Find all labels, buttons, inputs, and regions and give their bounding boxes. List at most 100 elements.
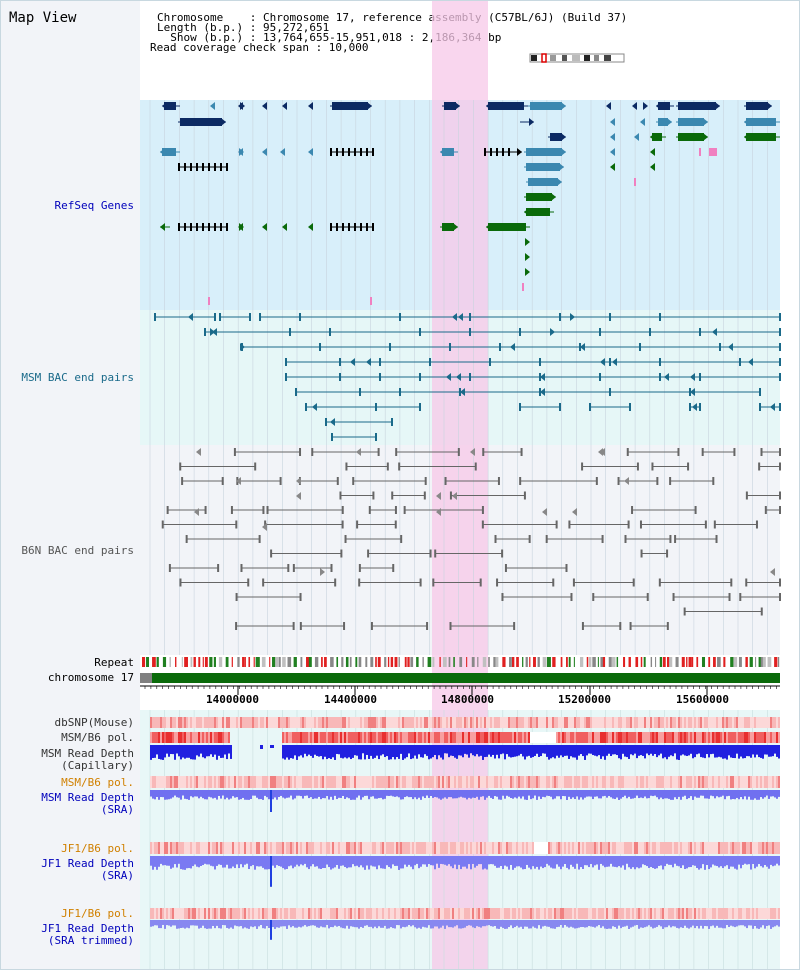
- read-depth-bar: [632, 790, 634, 799]
- read-depth-bar: [518, 920, 520, 928]
- polymorphism-cell: [694, 776, 696, 788]
- label-b6n-bac[interactable]: B6N BAC end pairs: [21, 544, 134, 557]
- polymorphism-cell: [724, 842, 726, 854]
- polymorphism-cell: [528, 732, 530, 743]
- polymorphism-cell: [172, 717, 174, 728]
- polymorphism-cell: [164, 732, 166, 743]
- read-depth-bar: [768, 745, 770, 757]
- polymorphism-cell: [336, 776, 338, 788]
- read-depth-bar: [698, 745, 700, 754]
- polymorphism-cell: [692, 842, 694, 854]
- read-depth-bar: [228, 745, 230, 754]
- read-depth-bar: [764, 745, 766, 755]
- read-depth-bar: [760, 856, 762, 867]
- read-depth-bar: [488, 920, 490, 926]
- polymorphism-cell: [152, 717, 154, 728]
- chromosome-ideogram[interactable]: [528, 52, 628, 64]
- polymorphism-cell: [650, 908, 652, 919]
- read-depth-bar: [542, 745, 544, 754]
- read-depth-bar: [500, 920, 502, 927]
- read-depth-bar: [636, 790, 638, 796]
- bac-end: [295, 388, 297, 396]
- refseq-gene-arrow: [440, 148, 445, 156]
- polymorphism-cell: [216, 776, 218, 788]
- bac-arrow: [320, 568, 325, 576]
- repeat-bar: [255, 657, 260, 667]
- polymorphism-cell: [324, 842, 326, 854]
- polymorphism-cell: [344, 842, 346, 854]
- polymorphism-cell: [636, 732, 638, 743]
- read-depth-bar: [316, 790, 318, 799]
- bac-end: [730, 578, 733, 587]
- read-depth-bar: [594, 745, 596, 756]
- read-depth-bar: [682, 920, 684, 928]
- polymorphism-cell: [732, 776, 734, 788]
- read-depth-bar: [548, 790, 550, 796]
- polymorphism-cell: [724, 732, 726, 743]
- polymorphism-cell: [572, 717, 574, 728]
- read-depth-bar: [580, 856, 582, 868]
- polymorphism-cell: [544, 908, 546, 919]
- polymorphism-cell: [364, 717, 366, 728]
- polymorphism-cell: [248, 776, 250, 788]
- polymorphism-cell: [590, 717, 592, 728]
- read-depth-bar: [234, 790, 236, 798]
- polymorphism-cell: [740, 732, 742, 743]
- bac-end: [677, 448, 680, 456]
- read-depth-bar: [672, 790, 674, 800]
- read-depth-bar: [518, 856, 520, 867]
- bac-end: [204, 328, 206, 336]
- read-depth-bar: [240, 856, 242, 865]
- polymorphism-cell: [158, 842, 160, 854]
- bac-end: [779, 593, 781, 601]
- polymorphism-cell: [696, 776, 698, 788]
- repeat-bar: [516, 657, 519, 667]
- polymorphism-cell: [628, 908, 630, 919]
- polymorphism-cell: [222, 842, 224, 854]
- polymorphism-cell: [638, 776, 640, 788]
- label-refseq-genes[interactable]: RefSeq Genes: [54, 199, 134, 212]
- polymorphism-cell: [488, 842, 490, 854]
- polymorphism-cell: [216, 732, 218, 743]
- read-depth-bar: [686, 790, 688, 800]
- polymorphism-cell: [658, 776, 660, 788]
- read-depth-bar: [608, 920, 610, 929]
- read-depth-bar: [710, 745, 712, 755]
- read-depth-bar: [702, 745, 704, 758]
- polymorphism-cell: [560, 908, 562, 919]
- bac-end: [779, 343, 781, 351]
- read-depth-bar: [172, 920, 174, 926]
- read-depth-bar: [336, 745, 338, 754]
- read-depth-bar: [662, 745, 664, 759]
- repeat-bar: [600, 657, 604, 667]
- polymorphism-cell: [426, 732, 428, 743]
- read-depth-bar: [386, 790, 388, 796]
- polymorphism-cell: [150, 732, 152, 743]
- repeat-bar: [542, 657, 547, 667]
- polymorphism-cell: [372, 842, 374, 854]
- polymorphism-cell: [714, 908, 716, 919]
- bac-end: [375, 403, 377, 411]
- read-depth-bar: [338, 856, 340, 869]
- read-depth-bar: [284, 920, 286, 927]
- polymorphism-cell: [168, 842, 170, 854]
- polymorphism-cell: [256, 908, 258, 919]
- polymorphism-cell: [678, 776, 680, 788]
- label-msm-bac[interactable]: MSM BAC end pairs: [21, 371, 134, 384]
- polymorphism-cell: [332, 732, 334, 743]
- read-depth-bar: [294, 790, 296, 799]
- refseq-gene-arrow: [367, 102, 372, 110]
- polymorphism-cell: [316, 717, 318, 728]
- read-depth-bar: [586, 920, 588, 928]
- polymorphism-cell: [282, 717, 284, 728]
- polymorphism-cell: [336, 732, 338, 743]
- exon: [220, 163, 222, 171]
- polymorphism-cell: [750, 908, 752, 919]
- read-depth-bar: [484, 745, 486, 758]
- polymorphism-cell: [588, 908, 590, 919]
- polymorphism-cell: [708, 717, 710, 728]
- read-depth-bar: [516, 745, 518, 757]
- bac-end: [394, 506, 397, 514]
- polymorphism-cell: [664, 842, 666, 854]
